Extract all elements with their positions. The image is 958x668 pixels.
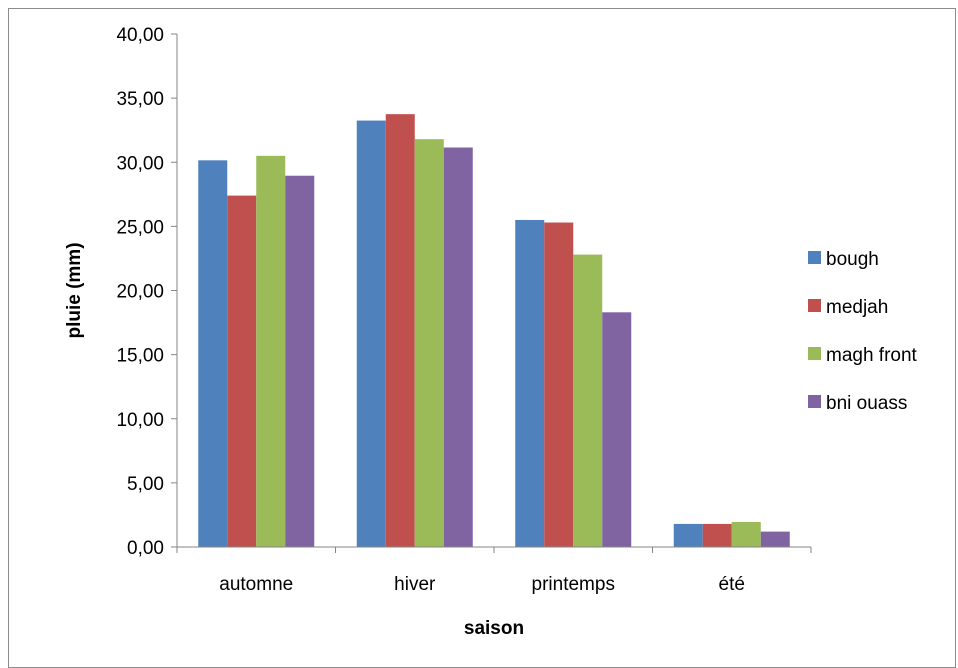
legend-swatch bbox=[808, 347, 821, 360]
bar-bough-2 bbox=[515, 219, 545, 547]
chart-frame: 0,00 5,00 10,00 15,00 20,00 25,00 30,00 35,00 40… bbox=[8, 8, 956, 668]
y-tick-label: 30,00 bbox=[116, 153, 164, 174]
bar-magh-front-1 bbox=[414, 139, 444, 548]
x-tick-label: printemps bbox=[532, 574, 615, 595]
bar-magh-front-3 bbox=[731, 521, 761, 547]
y-tick-label: 40,00 bbox=[116, 25, 164, 46]
legend-swatch bbox=[808, 299, 821, 312]
legend-label: magh front bbox=[826, 345, 918, 366]
x-tick-label: automne bbox=[219, 574, 293, 595]
bar-medjah-0 bbox=[227, 195, 257, 547]
bar-bni-ouass-0 bbox=[285, 175, 315, 547]
y-tick-label: 20,00 bbox=[116, 282, 164, 303]
legend-swatch bbox=[808, 251, 821, 264]
x-tick-label: hiver bbox=[394, 574, 436, 595]
y-tick-label: 0,00 bbox=[127, 538, 164, 559]
bar-magh-front-2 bbox=[573, 254, 603, 547]
legend-swatch bbox=[808, 395, 821, 408]
x-axis-ticks: automne hiver printemps été bbox=[176, 547, 812, 595]
legend-label: medjah bbox=[826, 297, 888, 318]
bar-medjah-3 bbox=[702, 523, 732, 547]
y-tick-label: 5,00 bbox=[127, 474, 164, 495]
y-tick-label: 25,00 bbox=[116, 217, 164, 238]
bar-bough-1 bbox=[356, 120, 386, 547]
bar-chart: 0,00 5,00 10,00 15,00 20,00 25,00 30,00 35,00 40… bbox=[64, 25, 918, 639]
y-axis-ticks: 0,00 5,00 10,00 15,00 20,00 25,00 30,00 35,00 40… bbox=[116, 25, 177, 559]
bar-bough-0 bbox=[198, 160, 228, 548]
bar-bni-ouass-3 bbox=[760, 531, 790, 547]
x-tick-label: été bbox=[719, 574, 745, 595]
legend: bough medjah magh front bni ouass bbox=[808, 249, 918, 414]
y-axis-title: pluie (mm) bbox=[64, 242, 85, 338]
bar-bni-ouass-2 bbox=[602, 312, 632, 547]
bar-medjah-1 bbox=[385, 114, 415, 547]
legend-label: bni ouass bbox=[826, 393, 907, 414]
x-axis-title: saison bbox=[464, 618, 524, 639]
y-tick-label: 35,00 bbox=[116, 89, 164, 110]
bar-bni-ouass-1 bbox=[443, 147, 473, 547]
y-tick-label: 10,00 bbox=[116, 410, 164, 431]
bars bbox=[198, 114, 790, 548]
bar-magh-front-0 bbox=[256, 155, 286, 547]
bar-bough-3 bbox=[673, 523, 703, 547]
y-tick-label: 15,00 bbox=[116, 346, 164, 367]
legend-label: bough bbox=[826, 249, 879, 270]
bar-medjah-2 bbox=[544, 222, 574, 547]
